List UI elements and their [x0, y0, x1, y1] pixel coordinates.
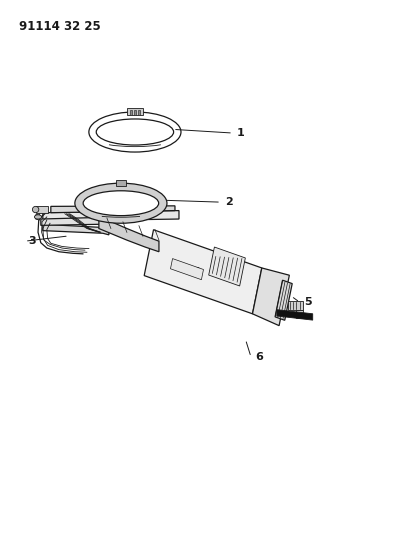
- Polygon shape: [252, 268, 289, 326]
- Text: 1: 1: [237, 128, 244, 138]
- Polygon shape: [288, 301, 303, 310]
- Bar: [137, 110, 140, 115]
- Polygon shape: [99, 216, 159, 252]
- Text: 91114 32 25: 91114 32 25: [19, 20, 100, 33]
- Polygon shape: [36, 206, 47, 213]
- Bar: [133, 110, 136, 115]
- Text: 2: 2: [224, 197, 232, 207]
- Polygon shape: [41, 217, 104, 229]
- Polygon shape: [295, 310, 303, 318]
- Ellipse shape: [75, 183, 166, 223]
- Polygon shape: [51, 206, 175, 213]
- Polygon shape: [170, 259, 203, 280]
- Ellipse shape: [32, 206, 39, 213]
- Polygon shape: [144, 230, 261, 314]
- Polygon shape: [36, 214, 40, 220]
- Ellipse shape: [34, 215, 42, 219]
- Polygon shape: [276, 310, 312, 320]
- Bar: [127, 108, 143, 115]
- Bar: [130, 110, 132, 115]
- Polygon shape: [275, 280, 292, 320]
- Polygon shape: [208, 247, 245, 286]
- Polygon shape: [43, 211, 179, 221]
- Ellipse shape: [83, 191, 158, 216]
- Bar: [116, 180, 126, 186]
- Text: 3: 3: [29, 236, 36, 246]
- Text: 5: 5: [303, 297, 311, 308]
- Polygon shape: [43, 224, 109, 235]
- Text: 6: 6: [254, 352, 262, 362]
- Text: 4: 4: [192, 267, 200, 277]
